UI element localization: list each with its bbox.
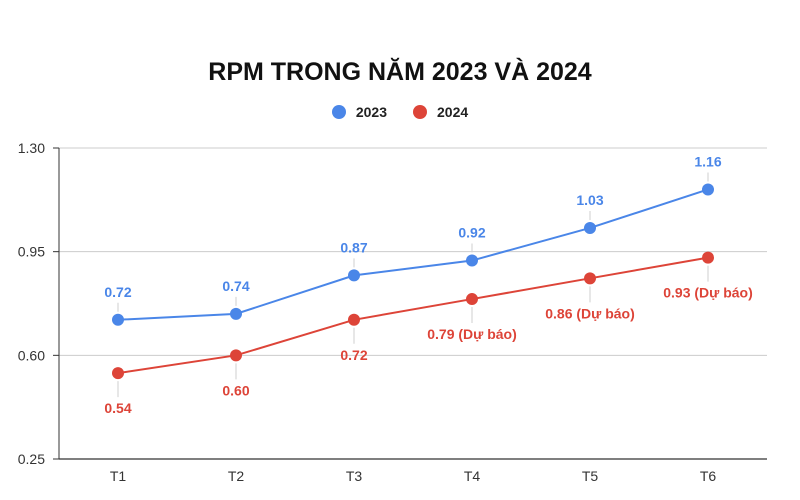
data-point-2024[interactable] — [702, 251, 714, 264]
data-point-2023[interactable] — [230, 307, 242, 320]
x-tick-label: T3 — [346, 468, 363, 484]
data-point-2024[interactable] — [348, 313, 360, 326]
data-point-2023[interactable] — [584, 221, 596, 234]
chart-legend: 2023 2024 — [0, 104, 800, 120]
data-point-2024[interactable] — [584, 272, 596, 285]
legend-item-2023[interactable]: 2023 — [331, 104, 387, 120]
data-label-2024: 0.86 (Dự báo) — [545, 305, 635, 321]
data-point-2024[interactable] — [230, 349, 242, 362]
data-label-2023: 0.92 — [458, 225, 485, 241]
x-tick-label: T1 — [110, 468, 127, 484]
data-point-2023[interactable] — [702, 183, 714, 196]
data-point-2023[interactable] — [348, 269, 360, 282]
data-point-2024[interactable] — [466, 293, 478, 306]
data-label-2023: 0.87 — [340, 239, 367, 255]
data-label-2023: 1.03 — [576, 192, 603, 208]
x-tick-label: T5 — [582, 468, 599, 484]
legend-marker-2023 — [331, 105, 346, 119]
legend-marker-2024 — [413, 105, 427, 119]
data-label-2024: 0.93 (Dự báo) — [663, 285, 753, 301]
data-label-2024: 0.79 (Dự báo) — [427, 326, 517, 342]
data-label-2024: 0.54 — [104, 400, 131, 416]
data-label-2024: 0.72 — [340, 347, 367, 363]
data-label-2023: 0.74 — [222, 278, 249, 294]
legend-item-2024[interactable]: 2024 — [413, 104, 468, 120]
data-label-2024: 0.60 — [222, 382, 249, 398]
data-label-2023: 0.72 — [104, 284, 131, 300]
series-line-2023 — [117, 188, 709, 321]
data-point-2024[interactable] — [112, 367, 124, 380]
data-point-2023[interactable] — [112, 313, 124, 326]
y-tick-label: 0.60 — [18, 347, 45, 363]
y-tick-label: 0.25 — [18, 451, 45, 467]
data-label-2023: 1.16 — [694, 153, 721, 169]
y-tick-label: 1.30 — [18, 140, 45, 156]
x-tick-label: T4 — [464, 468, 481, 484]
x-tick-label: T6 — [700, 468, 717, 484]
data-point-2023[interactable] — [466, 254, 478, 267]
series-line-2024 — [117, 256, 709, 375]
chart-title: RPM TRONG NĂM 2023 VÀ 2024 — [208, 58, 592, 86]
legend-label-2024: 2024 — [437, 104, 469, 120]
legend-label-2023: 2023 — [355, 104, 387, 120]
y-tick-label: 0.95 — [18, 244, 45, 260]
x-tick-label: T2 — [228, 468, 245, 484]
